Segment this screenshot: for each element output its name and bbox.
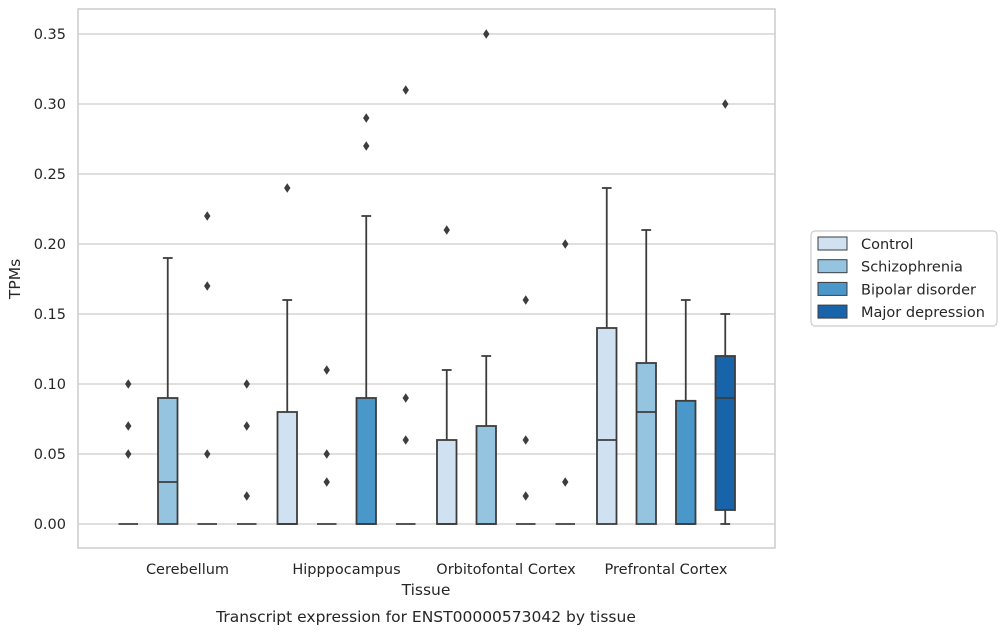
box-mark [475, 29, 497, 525]
box-mark [555, 239, 575, 525]
box-mark [714, 99, 736, 525]
box-body [355, 397, 377, 525]
outlier-point [363, 141, 370, 151]
x-tick-label: Prefrontal Cortex [605, 562, 728, 578]
legend-item: Bipolar disorder [817, 281, 976, 298]
x-axis-label: Tissue [401, 581, 451, 599]
outlier-point [402, 85, 409, 95]
grid-lines [78, 33, 775, 525]
box-mark [396, 85, 416, 525]
box-mark [276, 183, 298, 525]
legend-swatch [817, 259, 848, 274]
outlier-point [363, 113, 370, 123]
box-mark [118, 379, 138, 525]
outlier-point [243, 379, 250, 389]
outlier-point [402, 435, 409, 445]
outlier-point [323, 449, 330, 459]
series-bipolar-disorder [197, 113, 697, 525]
box-body [714, 355, 736, 511]
outlier-point [125, 421, 132, 431]
box-body [635, 362, 657, 525]
plot-frame [77, 8, 776, 549]
box-body [475, 425, 497, 525]
box-mark [317, 365, 337, 525]
box-series [118, 29, 736, 525]
legend-swatch [817, 304, 848, 319]
box-mark [355, 113, 377, 525]
outlier-point [522, 491, 529, 501]
outlier-point [443, 225, 450, 235]
legend-item: Major depression [817, 304, 985, 321]
y-tick-label: 0.10 [34, 377, 66, 393]
outlier-point [323, 365, 330, 375]
legend-item: Schizophrenia [817, 259, 963, 276]
box-mark [596, 187, 618, 525]
y-axis-label: TPMs [6, 259, 24, 300]
outlier-point [284, 183, 291, 193]
box-mark [436, 225, 458, 525]
x-axis-ticks: Cerebellum Hipppocampus Orbitofontal Corte… [146, 562, 728, 578]
y-tick-label: 0.15 [34, 307, 66, 323]
series-schizophrenia [157, 29, 657, 525]
y-tick-label: 0.25 [34, 167, 66, 183]
legend-frame [810, 230, 998, 327]
box-mark [516, 295, 536, 525]
box-body [596, 327, 618, 525]
box-mark [197, 211, 217, 525]
outlier-point [722, 99, 729, 109]
chart-caption: Transcript expression for ENST0000057304… [215, 608, 636, 626]
legend-label: Bipolar disorder [861, 282, 976, 298]
y-tick-label: 0.20 [34, 237, 66, 253]
outlier-point [204, 449, 211, 459]
outlier-point [522, 295, 529, 305]
outlier-point [562, 477, 569, 487]
outlier-point [402, 393, 409, 403]
outlier-point [125, 379, 132, 389]
legend-swatch [817, 281, 848, 296]
legend-label: Major depression [861, 305, 985, 321]
box-body [436, 439, 458, 525]
box-body [675, 399, 697, 525]
legend-item: Control [817, 236, 913, 253]
box-mark [675, 299, 697, 525]
outlier-point [243, 491, 250, 501]
box-mark [635, 229, 657, 525]
legend-swatch [817, 236, 848, 251]
outlier-point [204, 281, 211, 291]
y-tick-label: 0.00 [34, 517, 66, 533]
y-tick-label: 0.05 [34, 447, 66, 463]
box-body [276, 411, 298, 525]
x-tick-label: Hipppocampus [292, 562, 400, 578]
box-mark [237, 379, 257, 525]
legend-label: Control [861, 237, 913, 253]
outlier-point [125, 449, 132, 459]
box-mark [157, 257, 179, 525]
outlier-point [522, 435, 529, 445]
outlier-point [204, 211, 211, 221]
legend-label: Schizophrenia [861, 260, 963, 276]
y-tick-label: 0.30 [34, 97, 66, 113]
series-control [118, 183, 618, 525]
y-axis-ticks: 0.00 0.05 0.10 0.15 0.20 0.25 0.30 0.35 [34, 27, 66, 533]
series-major-depression [237, 85, 736, 525]
outlier-point [323, 477, 330, 487]
outlier-point [562, 239, 569, 249]
x-tick-label: Cerebellum [146, 562, 229, 578]
y-tick-label: 0.35 [34, 27, 66, 43]
x-tick-label: Orbitofontal Cortex [436, 562, 576, 578]
legend: Control Schizophrenia Bipolar disorder Majo… [810, 230, 998, 327]
outlier-point [483, 29, 490, 39]
box-body [157, 397, 179, 525]
outlier-point [243, 421, 250, 431]
